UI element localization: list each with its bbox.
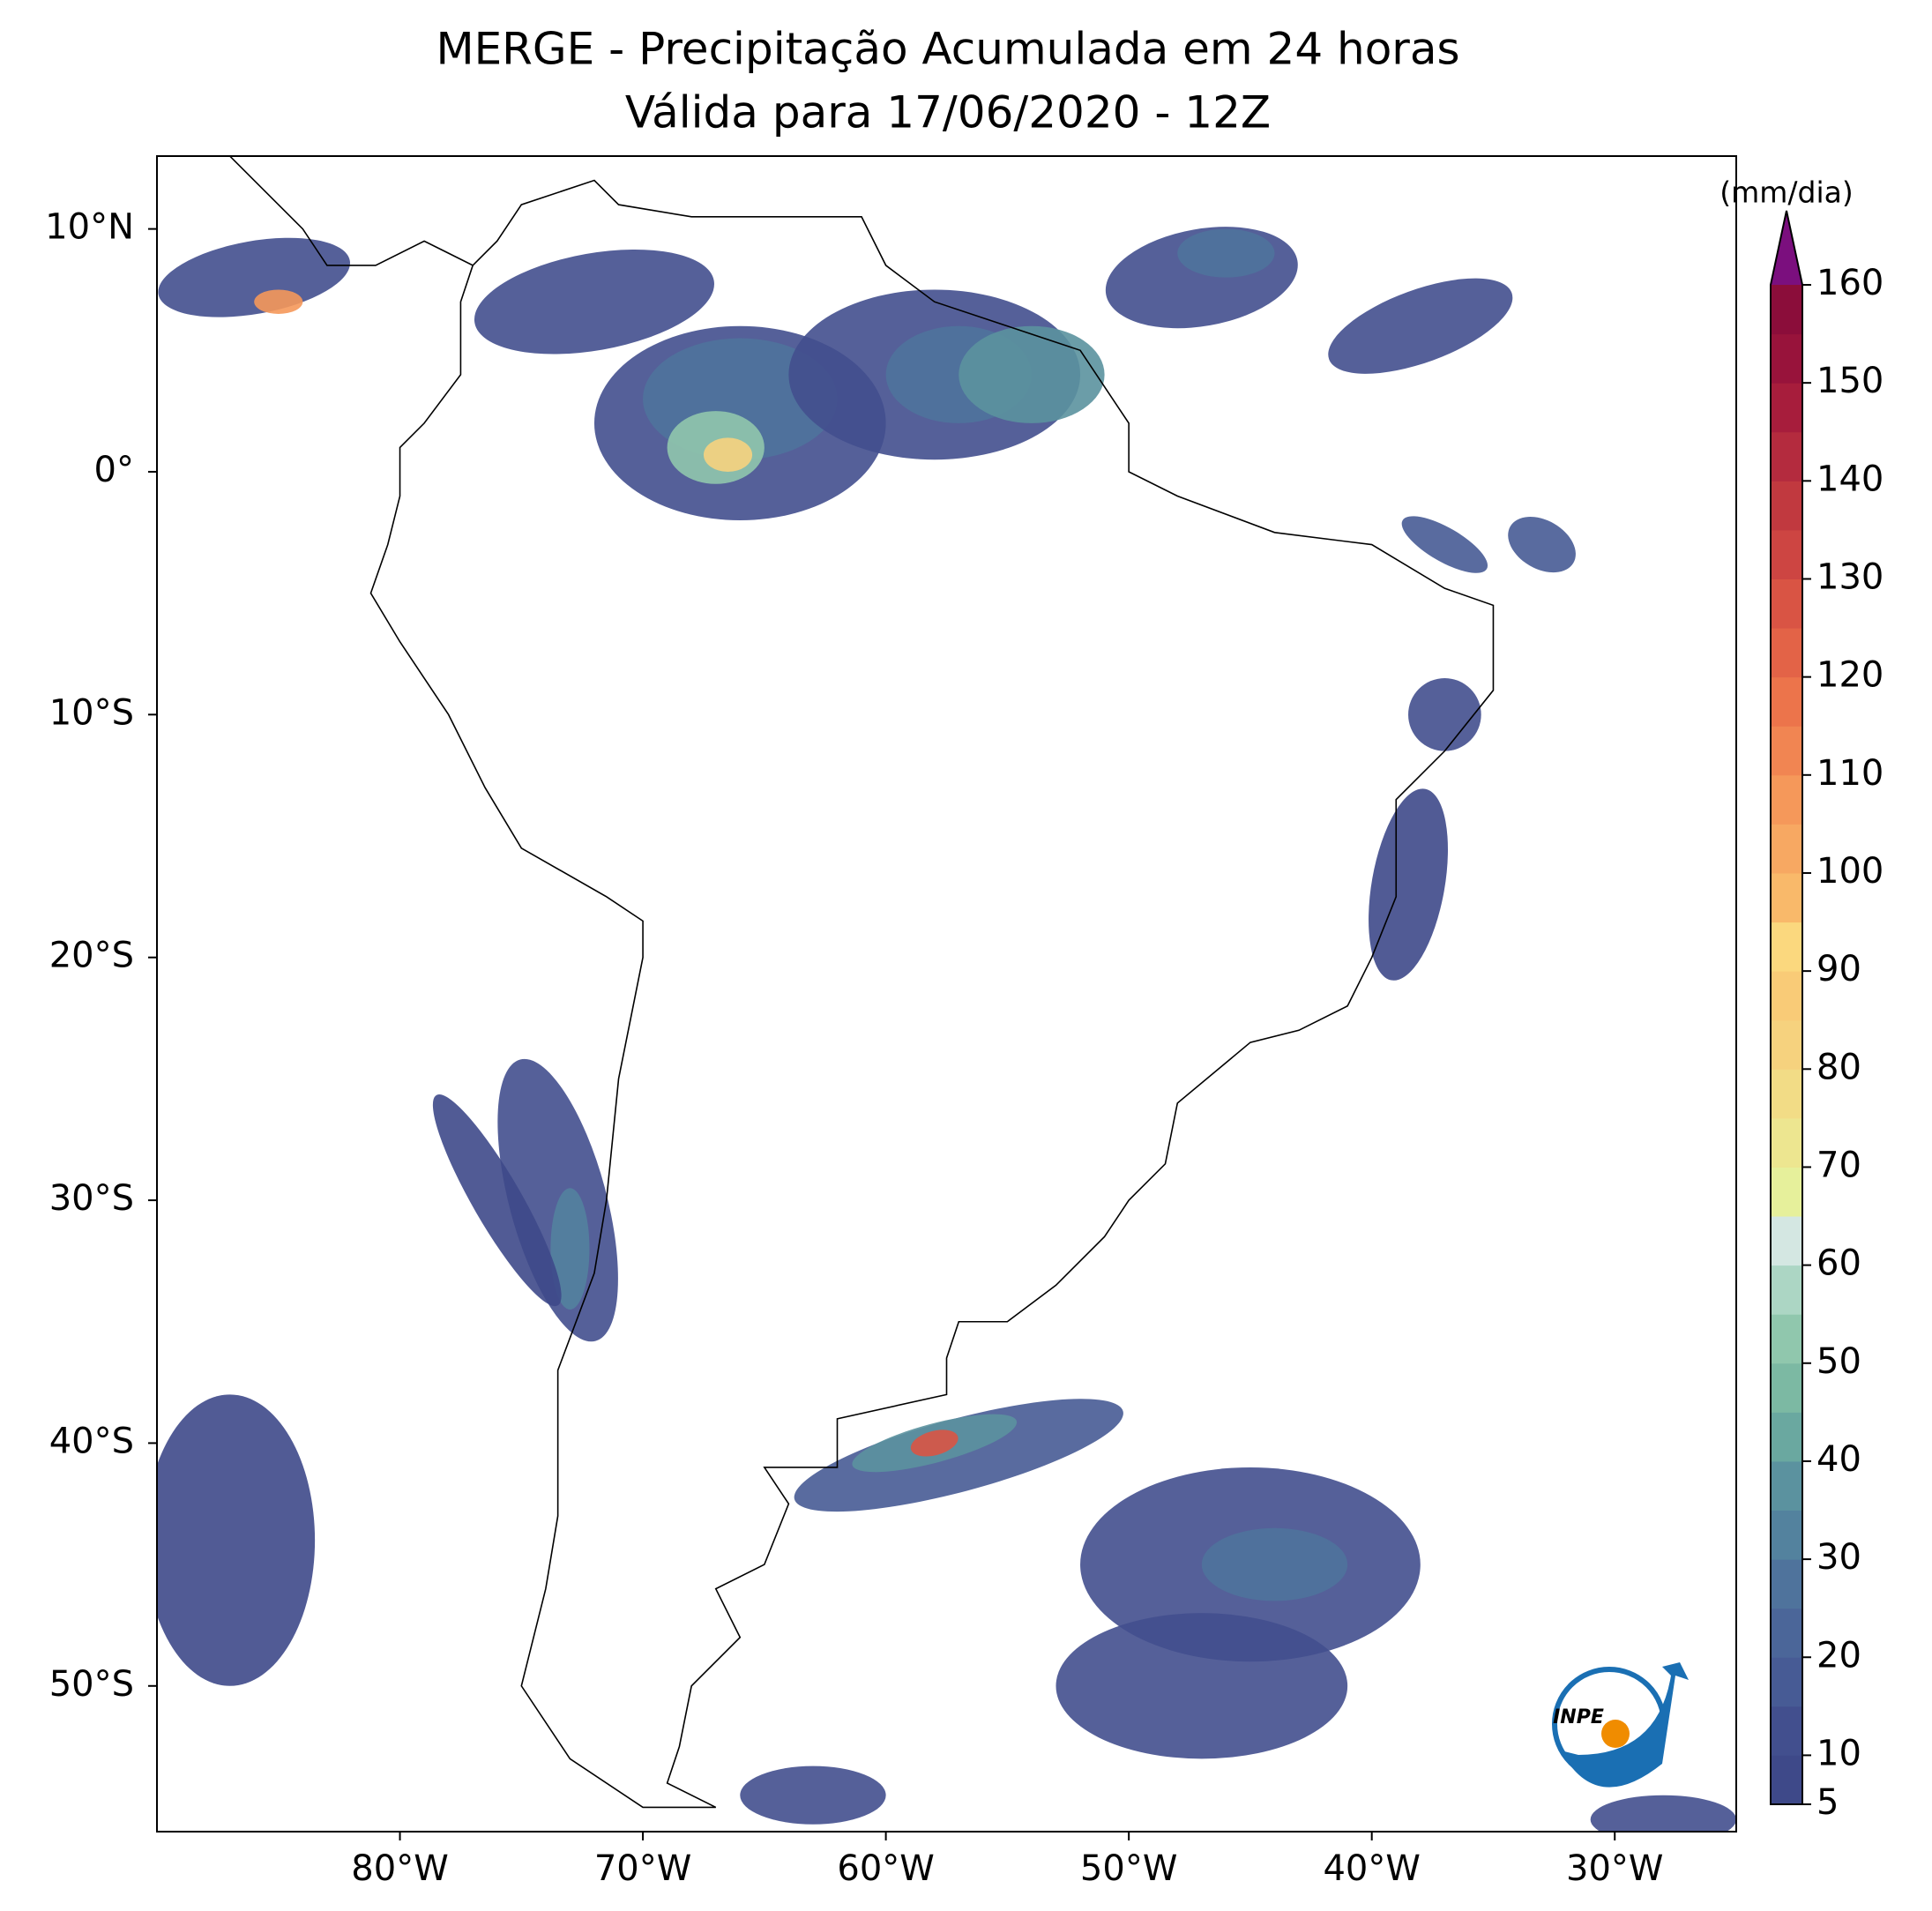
colorbar-segment	[1771, 1019, 1802, 1070]
colorbar-segment	[1771, 1167, 1802, 1217]
logo-swoosh	[1561, 1662, 1689, 1788]
precip-area	[1408, 678, 1481, 751]
precip-area	[1177, 228, 1275, 278]
colorbar-segment	[1771, 285, 1802, 335]
colorbar-segment	[1771, 431, 1802, 481]
colorbar-tick-label: 30	[1816, 1537, 1861, 1578]
colorbar-segment	[1771, 1706, 1802, 1756]
precip-area	[1401, 516, 1488, 573]
colorbar-segment	[1771, 1608, 1802, 1658]
colorbar-segment	[1771, 1314, 1802, 1364]
colorbar-frame	[1770, 210, 1803, 1805]
precip-area	[158, 237, 350, 317]
colorbar-tick-label: 40	[1816, 1439, 1861, 1480]
precip-area	[432, 1094, 562, 1307]
colorbar-segment	[1771, 676, 1802, 727]
x-tick-label: 70°W	[594, 1848, 691, 1889]
colorbar-segment	[1771, 1069, 1802, 1119]
colorbar-segment	[1771, 579, 1802, 629]
coastline	[228, 156, 1495, 1809]
map-frame	[156, 155, 1737, 1833]
colorbar-segment	[1771, 529, 1802, 579]
x-tick-label: 50°W	[1080, 1848, 1177, 1889]
colorbar-tick-label: 10	[1816, 1733, 1861, 1773]
colorbar-tick-label: 20	[1816, 1635, 1861, 1676]
x-tick-label: 80°W	[351, 1848, 448, 1889]
colorbar-segment	[1771, 1216, 1802, 1266]
colorbar-segment	[1771, 872, 1802, 923]
x-tick-label: 60°W	[837, 1848, 934, 1889]
colorbar-segment	[1771, 1510, 1802, 1560]
colorbar-segment	[1771, 333, 1802, 384]
colorbar-label: (mm/dia)	[1719, 175, 1854, 210]
colorbar-tick-label: 130	[1816, 556, 1884, 597]
colorbar-tick-label: 160	[1816, 263, 1884, 303]
subtitle: Válida para 17/06/2020 - 12Z	[625, 87, 1271, 138]
precip-area	[910, 1430, 959, 1457]
precip-area	[1590, 1795, 1736, 1832]
colorbar-segment	[1771, 774, 1802, 825]
precip-area	[157, 1394, 316, 1686]
colorbar-tick-label: 120	[1816, 655, 1884, 696]
colorbar-tick-label: 5	[1816, 1782, 1839, 1823]
x-tick-label: 40°W	[1323, 1848, 1420, 1889]
y-tick-label: 0°	[94, 450, 134, 490]
colorbar-tick-label: 70	[1816, 1145, 1861, 1185]
y-tick-label: 10°N	[45, 207, 134, 248]
colorbar-segment	[1771, 1755, 1802, 1805]
y-tick-label: 20°S	[49, 936, 134, 976]
colorbar-tick-label: 80	[1816, 1047, 1861, 1087]
colorbar-segment	[1771, 726, 1802, 776]
logo-text: INPE	[1553, 1706, 1604, 1728]
colorbar-segment	[1771, 922, 1802, 972]
logo-dot	[1601, 1720, 1630, 1748]
colorbar-tick-label: 150	[1816, 361, 1884, 401]
title: MERGE - Precipitação Acumulada em 24 hor…	[436, 24, 1459, 75]
colorbar-segment	[1771, 1117, 1802, 1168]
y-tick-label: 30°S	[49, 1178, 134, 1219]
colorbar-extend	[1771, 211, 1802, 285]
colorbar-tick-label: 110	[1816, 753, 1884, 794]
precip-area	[1508, 517, 1576, 573]
colorbar-tick-label: 60	[1816, 1243, 1861, 1284]
map-area	[157, 156, 1736, 1832]
colorbar-segment	[1771, 1559, 1802, 1609]
colorbar-segment	[1771, 1460, 1802, 1512]
colorbar-segment	[1771, 971, 1802, 1021]
logo: INPE	[1552, 1662, 1689, 1788]
precip-area	[474, 249, 714, 355]
precip-area	[740, 1765, 886, 1825]
colorbar-segment	[1771, 1657, 1802, 1707]
precip-area	[1328, 278, 1513, 374]
y-tick-label: 40°S	[49, 1421, 134, 1461]
colorbar-tick-label: 50	[1816, 1341, 1861, 1382]
precip-area	[703, 437, 753, 472]
colorbar-segment	[1771, 1362, 1802, 1413]
y-tick-label: 10°S	[49, 692, 134, 733]
x-tick-label: 30°W	[1566, 1848, 1663, 1889]
precip-area	[1056, 1613, 1348, 1759]
colorbar-segment	[1771, 383, 1802, 433]
colorbar-tick-label: 100	[1816, 851, 1884, 892]
precip-area	[1201, 1527, 1348, 1601]
colorbar-segment	[1771, 1412, 1802, 1462]
precip-area	[254, 289, 303, 314]
colorbar-segment	[1771, 628, 1802, 678]
precip-area	[1369, 788, 1448, 981]
precip-area	[550, 1188, 590, 1310]
colorbar-tick-label: 90	[1816, 949, 1861, 989]
colorbar-segment	[1771, 824, 1802, 874]
precip-area	[959, 325, 1105, 423]
colorbar-segment	[1771, 481, 1802, 531]
colorbar-tick-label: 140	[1816, 459, 1884, 499]
y-tick-label: 50°S	[49, 1664, 134, 1705]
colorbar-segment	[1771, 1265, 1802, 1315]
